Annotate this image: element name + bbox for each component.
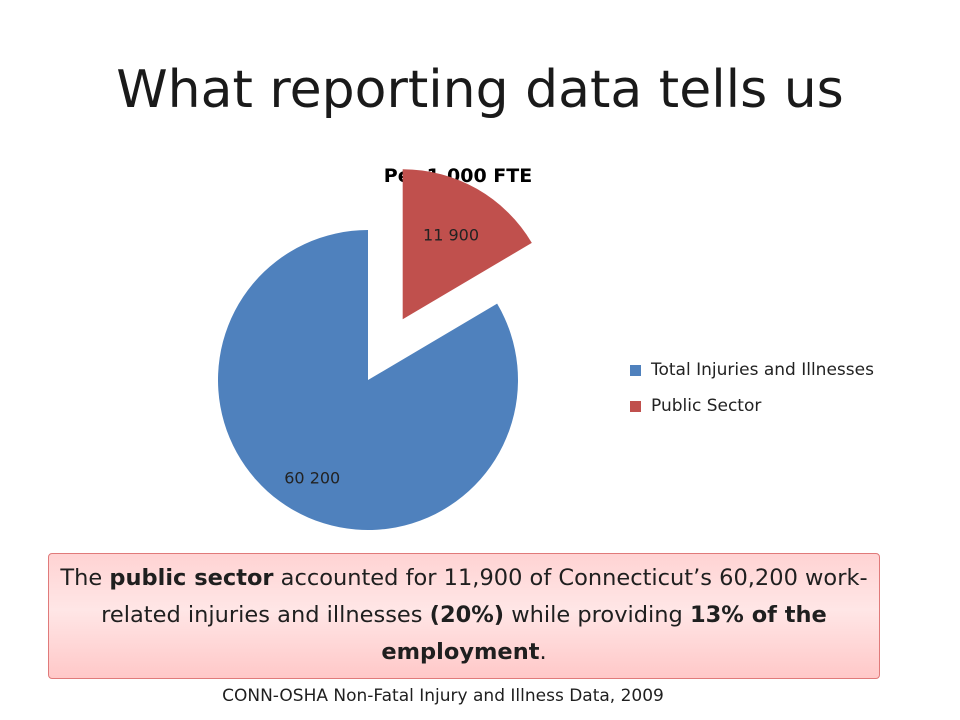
pie-slice-labels: 60 200 11 900 [284,226,479,488]
callout-bold-public-sector: public sector [109,565,274,591]
legend-item-public-sector: Public Sector [630,388,874,424]
legend-label-total: Total Injuries and Illnesses [651,360,874,380]
pie-slice-1 [402,169,532,320]
legend-swatch-total [630,364,641,376]
pie-slice-label-1: 11 900 [423,226,479,245]
legend-swatch-public-sector [630,400,641,412]
callout-text: . [539,639,547,665]
pie-slice-0 [218,230,518,530]
callout-text: The [60,565,110,591]
callout-bold-percent: (20%) [429,602,505,628]
callout-text: accounted for 11,900 of Connecticut’s 60… [101,565,868,628]
callout-bold-employment: 13% of the employment [381,602,827,665]
source-citation: CONN-OSHA Non-Fatal Injury and Illness D… [222,686,664,706]
callout-text: while providing [504,602,690,628]
legend-item-total: Total Injuries and Illnesses [630,352,874,388]
legend-label-public-sector: Public Sector [651,396,762,416]
summary-callout: The public sector accounted for 11,900 o… [48,553,880,679]
chart-legend: Total Injuries and Illnesses Public Sect… [630,352,874,424]
slide-title: What reporting data tells us [116,60,844,120]
pie-slice-label-0: 60 200 [284,469,340,488]
pie-slices [218,169,532,530]
